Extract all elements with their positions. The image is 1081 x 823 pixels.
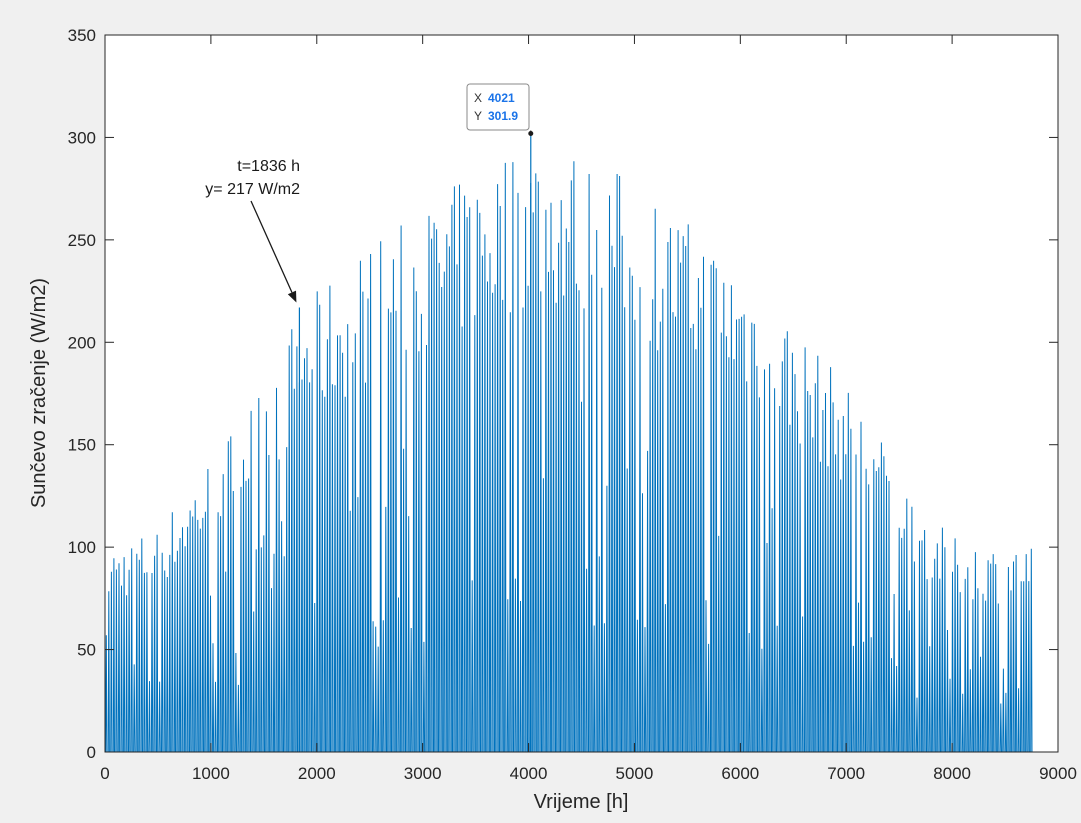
annotation-peak-1836: t=1836 h y= 217 W/m2 [205, 158, 300, 303]
x-tick-label: 0 [100, 764, 109, 783]
annotation-arrowhead [287, 290, 297, 303]
x-tick-label: 3000 [404, 764, 442, 783]
envelope-peaks [298, 133, 532, 752]
x-tick-label: 7000 [827, 764, 865, 783]
y-tick-label: 250 [68, 231, 96, 250]
datatip-marker [528, 131, 534, 137]
axes[interactable]: 0 1000 2000 3000 4000 5000 6000 7000 8000 9000 0 5… [68, 26, 1077, 783]
y-tick-label: 300 [68, 128, 96, 147]
x-tick-label: 9000 [1039, 764, 1077, 783]
y-axis-ticks: 0 50 100 150 200 250 300 350 [68, 26, 1058, 762]
y-tick-label: 200 [68, 333, 96, 352]
y-tick-label: 0 [87, 743, 96, 762]
datatip-x-value: 4021 [488, 91, 515, 105]
datatip[interactable]: X 4021 Y 301.9 [466, 83, 534, 137]
x-tick-label: 6000 [721, 764, 759, 783]
annotation-arrow [250, 200, 293, 293]
datatip-y-key: Y [474, 109, 482, 123]
y-axis-label: Sunčevo zračenje (W/m2) [28, 278, 50, 508]
y-tick-label: 100 [68, 538, 96, 557]
x-axis-label: Vrijeme [h] [534, 791, 629, 813]
datatip-box [466, 83, 530, 131]
x-tick-label: 5000 [616, 764, 654, 783]
annotation-line1: t=1836 h [237, 158, 300, 175]
datatip-x-key: X [474, 91, 482, 105]
y-tick-label: 350 [68, 26, 96, 45]
x-tick-label: 4000 [510, 764, 548, 783]
datatip-y-value: 301.9 [488, 109, 518, 123]
x-tick-label: 2000 [298, 764, 336, 783]
y-tick-label: 50 [77, 641, 96, 660]
y-tick-label: 150 [68, 436, 96, 455]
annotation-line2: y= 217 W/m2 [205, 181, 300, 198]
x-tick-label: 1000 [192, 764, 230, 783]
x-tick-label: 8000 [933, 764, 971, 783]
axes-box [104, 34, 1059, 753]
x-axis-ticks: 0 1000 2000 3000 4000 5000 6000 7000 8000 9000 [100, 35, 1077, 783]
